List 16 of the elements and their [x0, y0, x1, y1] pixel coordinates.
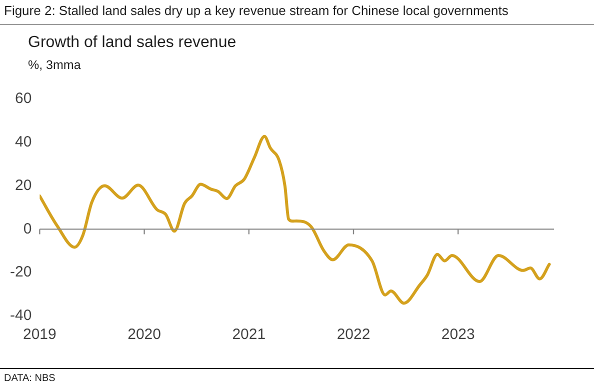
line-series	[40, 134, 551, 305]
chart-subtitle: Growth of land sales revenue	[28, 34, 236, 52]
text: DATA: NBS	[0, 368, 594, 384]
y-tick-label: -40	[10, 307, 32, 324]
chart-title: Figure 2: Stalled land sales dry up a key revenue stream for Chinese local governments	[4, 3, 508, 18]
y-tick-label: -20	[10, 264, 32, 281]
x-tick-label: 2021	[232, 326, 266, 344]
x-tick-label: 2022	[336, 326, 370, 344]
x-tick-label: 2023	[441, 326, 475, 344]
y-tick-label: 40	[14, 134, 32, 151]
y-tick-label: 20	[14, 176, 32, 194]
y-axis-title: %, 3mma	[28, 58, 81, 72]
y-tick-label: 60	[14, 90, 32, 108]
x-tick-label: 2019	[22, 326, 56, 344]
y-tick-label: 0	[23, 220, 32, 238]
x-tick-label: 2020	[128, 326, 161, 344]
